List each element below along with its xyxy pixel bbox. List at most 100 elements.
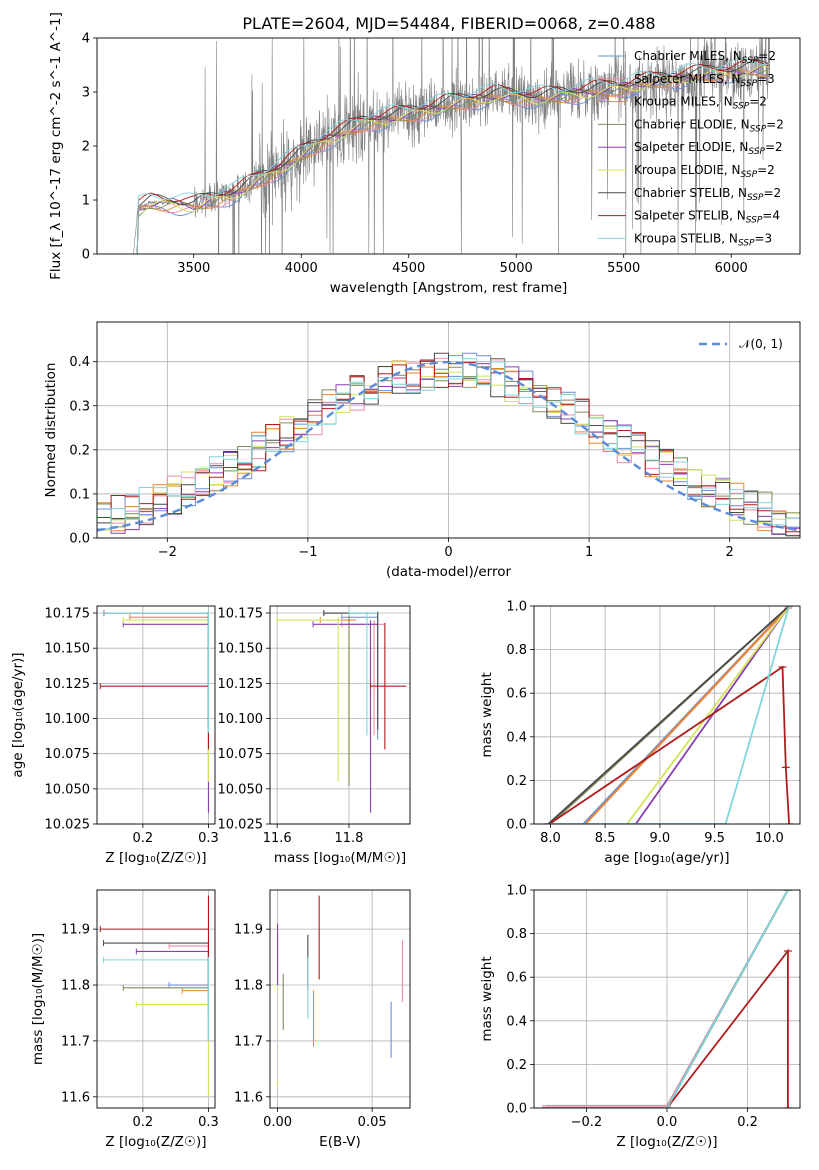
y-tick-label: 10.150 <box>45 642 91 657</box>
axes-frame <box>269 889 411 1109</box>
y-tick-label: 0 <box>82 248 90 263</box>
y-tick-label: 10.100 <box>218 712 264 727</box>
model-spectrum-line <box>134 58 770 254</box>
x-tick-label: 0.2 <box>133 831 154 846</box>
legend-text: Chabrier ELODIE, N <box>634 117 750 131</box>
cumulative-line <box>584 606 790 824</box>
legend-subscript: SSP <box>742 56 759 66</box>
y-tick-label: 10.025 <box>45 818 91 833</box>
plot-area <box>276 610 407 813</box>
legend-text: Kroupa ELODIE, N <box>634 163 741 177</box>
legend-text: Kroupa MILES, N <box>634 95 733 109</box>
plot-area <box>542 890 792 1108</box>
y-tick-label: 11.9 <box>234 923 263 938</box>
histogram-step <box>97 359 800 533</box>
model-spectrum-line <box>134 67 770 254</box>
legend-entry: Chabrier ELODIE, NSSP=2 <box>634 117 784 134</box>
y-tick-label: 0.6 <box>506 687 527 702</box>
x-axis-label: (data-model)/error <box>386 564 512 580</box>
axes-frame <box>96 889 216 1109</box>
histogram-step <box>97 361 800 531</box>
panel-cumulative-Z: −0.2 0.0 0.2 0.0 0.2 0.4 0.6 0.8 1.0 Z [log₁₀(Z/Z… <box>479 884 801 1150</box>
y-axis-label: mass weight <box>479 956 495 1041</box>
legend-text: =2 <box>766 117 784 131</box>
y-tick-label: 11.6 <box>234 1090 263 1105</box>
x-axis-label: E(B-V) <box>319 1134 361 1150</box>
y-tick-label: 1.0 <box>506 884 527 899</box>
y-tick-label: 10.075 <box>45 747 91 762</box>
y-tick-label: 10.125 <box>45 677 91 692</box>
legend-entry: Salpeter MILES, NSSP=3 <box>634 72 775 89</box>
y-tick-label: 0.1 <box>69 487 90 502</box>
x-tick-label: −2 <box>158 545 177 560</box>
y-tick-label: 10.175 <box>218 607 264 622</box>
x-axis-label: Z [log₁₀(Z/Z☉)] <box>105 1134 206 1150</box>
y-tick-label: 10.125 <box>218 677 264 692</box>
legend-text: =2 <box>749 95 767 109</box>
y-tick-label: 0.2 <box>506 1058 527 1073</box>
legend-entry: Kroupa STELIB, NSSP=3 <box>634 231 772 248</box>
legend-text: =2 <box>757 163 775 177</box>
legend-text: =2 <box>758 49 776 63</box>
legend-entry: Salpeter ELODIE, NSSP=2 <box>634 140 783 157</box>
y-tick-label: 11.7 <box>234 1034 263 1049</box>
y-tick-label: 0.0 <box>506 818 527 833</box>
x-tick-label: 5000 <box>500 261 533 276</box>
legend-text: =2 <box>765 140 783 154</box>
axes-frame <box>96 37 801 255</box>
histogram-step <box>97 358 800 530</box>
y-axis-label: Normed distribution <box>43 363 59 498</box>
y-axis-label: Flux [f_λ 10^-17 erg cm^-2 s^-1 A^-1] <box>48 12 64 280</box>
x-tick-label: 0.0 <box>657 1115 678 1130</box>
y-tick-label: 11.8 <box>61 979 90 994</box>
legend-entry: 𝒩(0, 1) <box>739 337 783 351</box>
panel-mass-vs-EBV: 0.00 0.05 11.6 11.7 11.8 11.9 E(B-V) <box>234 889 411 1150</box>
x-tick-label: −0.2 <box>571 1115 603 1130</box>
x-axis-label: wavelength [Angstrom, rest frame] <box>330 280 568 296</box>
x-tick-label: 8.5 <box>595 831 616 846</box>
legend-entry: Salpeter STELIB, NSSP=4 <box>634 209 780 226</box>
x-tick-label: 0.3 <box>198 831 219 846</box>
x-tick-label: 8.0 <box>540 831 561 846</box>
legend-text: Kroupa STELIB, N <box>634 231 738 245</box>
y-tick-label: 0.8 <box>506 643 527 658</box>
x-tick-label: 11.8 <box>334 831 363 846</box>
legend-subscript: SSP <box>747 193 764 203</box>
x-tick-label: 5500 <box>607 261 640 276</box>
cumulative-line <box>547 606 790 824</box>
x-tick-label: 0.00 <box>263 1115 292 1130</box>
x-tick-label: 6000 <box>715 261 748 276</box>
legend-text: Chabrier STELIB, N <box>634 186 747 200</box>
cumulative-line <box>546 948 789 1108</box>
cumulative-line <box>546 890 789 1108</box>
y-tick-label: 0.4 <box>506 730 527 745</box>
model-spectrum-line <box>134 65 770 254</box>
y-tick-label: 0.4 <box>69 355 90 370</box>
plot-area <box>99 895 209 1097</box>
legend-text: =4 <box>762 209 780 223</box>
legend-subscript: SSP <box>750 124 767 134</box>
plot-area <box>277 895 403 1086</box>
axes-frame <box>533 889 801 1109</box>
legend-text: Chabrier MILES, N <box>634 49 742 63</box>
legend-subscript: SSP <box>748 147 765 157</box>
y-tick-label: 0.6 <box>506 971 527 986</box>
plot-area <box>99 610 209 813</box>
histogram-step <box>97 352 800 537</box>
legend-text: Salpeter STELIB, N <box>634 209 746 223</box>
y-tick-label: 10.100 <box>45 712 91 727</box>
x-tick-label: 0.3 <box>198 1115 219 1130</box>
y-tick-label: 10.175 <box>45 607 91 622</box>
model-spectrum-line <box>134 69 770 254</box>
panel-cumulative-age: 8.0 8.5 9.0 9.5 10.0 0.0 0.2 0.4 0.6 0.8 1.0 age [l… <box>479 600 801 866</box>
y-axis-label: age [log₁₀(age/yr)] <box>10 652 26 777</box>
y-tick-label: 11.9 <box>61 923 90 938</box>
x-tick-label: 9.0 <box>650 831 671 846</box>
legend-entry: Chabrier MILES, NSSP=2 <box>634 49 776 66</box>
x-tick-label: 3500 <box>177 261 210 276</box>
legend-subscript: SSP <box>738 238 755 248</box>
legend-text: =3 <box>757 72 775 86</box>
x-axis-label: mass [log₁₀(M/M☉)] <box>274 850 406 866</box>
x-tick-label: 11.6 <box>263 831 292 846</box>
